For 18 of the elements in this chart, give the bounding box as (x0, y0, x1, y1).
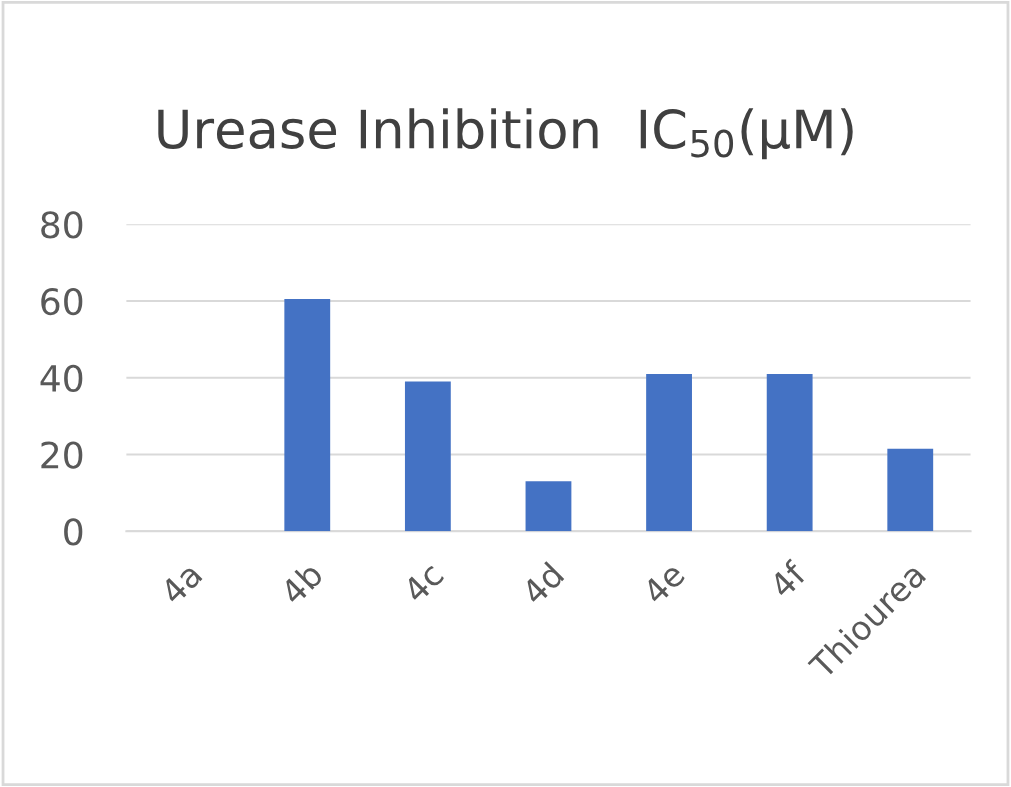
x-tick-label: 4a (159, 561, 203, 606)
x-tick-label: 4b (278, 560, 325, 607)
bar (284, 299, 331, 532)
x-tick-label: 4f (767, 558, 809, 600)
bar (525, 481, 572, 532)
bar (646, 373, 692, 532)
y-tick-label: 20 (41, 441, 83, 469)
y-tick-label: 80 (41, 211, 83, 239)
x-tick-label: 4c (401, 561, 445, 605)
chart-title: Urease Inhibition IC$_{50}$(μM) (158, 108, 853, 160)
x-tick-label: 4d (519, 561, 565, 607)
y-tick-label: 0 (64, 518, 83, 546)
bar (404, 381, 451, 532)
bar (887, 448, 934, 532)
y-tick-label: 40 (40, 364, 83, 392)
x-tick-label: 4e (641, 560, 687, 606)
bar (766, 373, 813, 532)
y-tick-label: 60 (41, 287, 83, 316)
